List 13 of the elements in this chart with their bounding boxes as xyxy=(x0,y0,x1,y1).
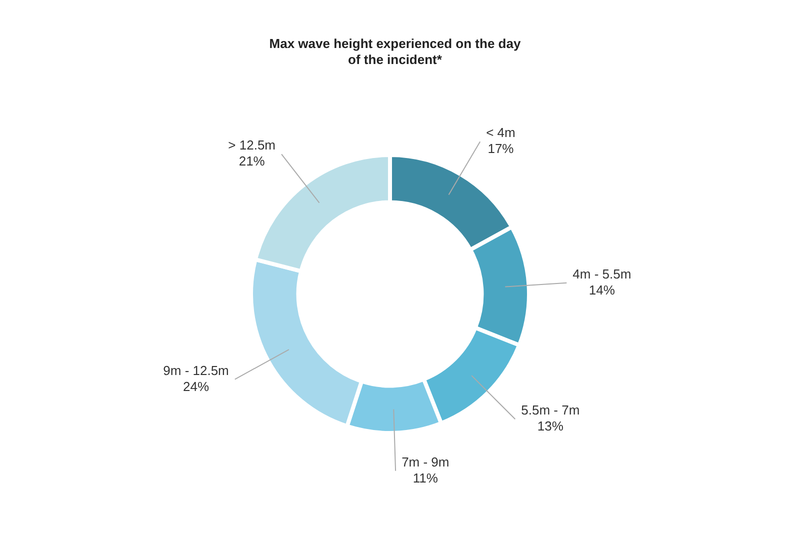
data-label: 17% xyxy=(488,141,514,156)
data-label: 14% xyxy=(588,282,616,298)
slice-label: 5.5m - 7m xyxy=(521,402,580,418)
slice-label: 4m - 5.5m xyxy=(572,266,632,282)
slice-label: < 4m xyxy=(486,125,516,140)
data-label: 24% xyxy=(183,378,210,394)
data-label: 13% xyxy=(537,418,564,434)
data-label: 11% xyxy=(412,470,438,486)
data-label: 21% xyxy=(238,154,266,169)
slice-label: > 12.5m xyxy=(228,138,276,153)
chart-title: Max wave height experienced on the day of the incident* xyxy=(268,36,522,68)
slice-label: 9m - 12.5m xyxy=(163,362,229,378)
slice-label: 7m - 9m xyxy=(402,454,450,470)
